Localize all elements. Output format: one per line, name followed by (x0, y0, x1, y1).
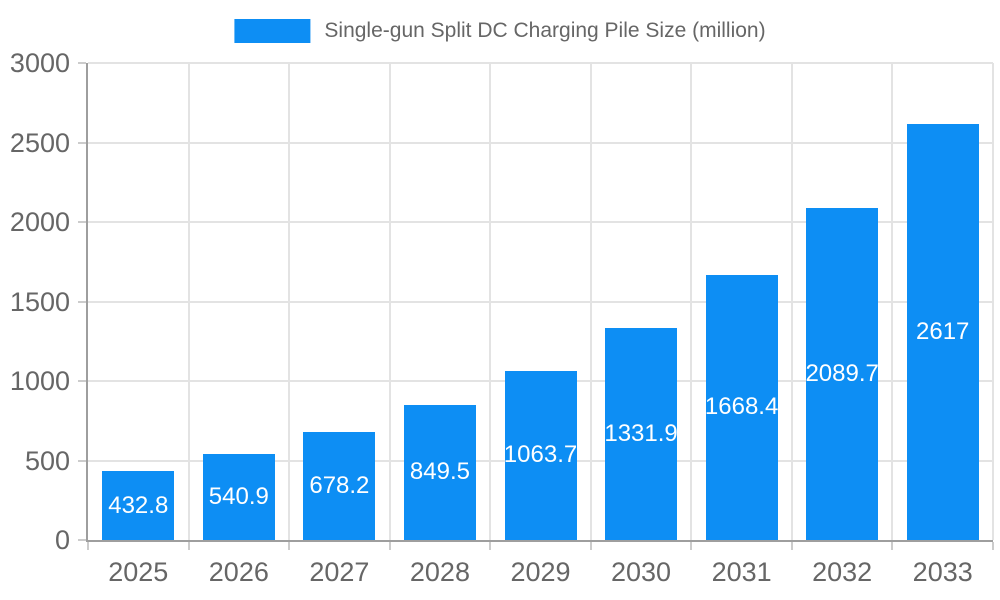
x-tick-label-2032: 2032 (812, 557, 873, 587)
gridline-x-boundary (388, 63, 391, 540)
x-tick-mark (187, 542, 190, 550)
x-tick-label-2028: 2028 (409, 557, 470, 587)
bar-2025: 432.8 (102, 471, 175, 540)
bar-value-label-2032: 2089.7 (805, 359, 879, 387)
gridline-x-boundary (489, 63, 492, 540)
x-tick-label-2033: 2033 (912, 557, 973, 587)
bar-value-label-2026: 540.9 (208, 483, 269, 510)
gridline-x-boundary (589, 63, 592, 540)
y-tick-mark (78, 62, 86, 64)
bar-2026: 540.9 (202, 454, 275, 540)
legend-item[interactable]: Single-gun Split DC Charging Pile Size (… (234, 19, 766, 43)
gridline-x-boundary (288, 63, 291, 540)
x-tick-label-2025: 2025 (108, 557, 169, 587)
x-tick-mark (891, 542, 894, 550)
x-tick-mark (288, 542, 291, 550)
bar-2031: 1668.4 (704, 274, 779, 540)
x-tick-label-2031: 2031 (711, 557, 772, 587)
gridline-x-boundary (992, 63, 994, 540)
bar-value-label-2031: 1668.4 (704, 393, 779, 421)
gridline-x-boundary (187, 63, 190, 540)
gridline-y-2500 (88, 141, 993, 144)
legend-label: Single-gun Split DC Charging Pile Size (… (324, 19, 766, 42)
y-tick-mark (78, 459, 86, 462)
gridline-y-2000 (88, 221, 993, 223)
y-tick-mark (78, 539, 86, 541)
x-tick-label-2030: 2030 (611, 557, 672, 587)
x-tick-mark (388, 542, 391, 550)
gridline-y-3000 (88, 62, 993, 64)
x-tick-mark (992, 542, 994, 550)
bar-value-label-2028: 849.5 (409, 458, 470, 486)
y-tick-label-3000: 3000 (9, 48, 70, 78)
bar-2027: 678.2 (303, 432, 376, 540)
x-tick-mark (589, 542, 592, 550)
y-tick-mark (78, 380, 86, 382)
gridline-x-boundary (690, 63, 693, 540)
bar-value-label-2025: 432.8 (108, 491, 169, 519)
legend-swatch (234, 19, 311, 43)
y-tick-mark (78, 221, 86, 223)
y-tick-label-2000: 2000 (9, 207, 70, 237)
x-tick-label-2029: 2029 (510, 557, 571, 587)
x-tick-label-2027: 2027 (309, 557, 370, 587)
x-tick-mark (87, 542, 89, 550)
bar-2032: 2089.7 (805, 207, 879, 540)
gridline-x-boundary (891, 63, 894, 540)
bar-value-label-2027: 678.2 (309, 472, 370, 500)
gridline-x-boundary (790, 63, 793, 540)
bar-2033: 2617 (906, 123, 979, 540)
x-tick-mark (489, 542, 492, 550)
bar-value-label-2030: 1331.9 (604, 420, 678, 448)
x-tick-mark (690, 542, 693, 550)
x-tick-mark (790, 542, 793, 550)
y-tick-mark (78, 141, 86, 144)
bar-2028: 849.5 (403, 404, 476, 540)
bar-value-label-2029: 1063.7 (503, 441, 578, 469)
bar-2029: 1063.7 (503, 370, 578, 540)
y-tick-label-1500: 1500 (9, 286, 70, 317)
plot-area: 432.8 540.9 678.2 849.5 1063.7 1331.9 1668.4 20… (78, 62, 994, 550)
y-tick-label-1000: 1000 (9, 366, 70, 396)
x-tick-label-2026: 2026 (208, 557, 269, 587)
y-tick-label-0: 0 (54, 525, 70, 555)
bar-2030: 1331.9 (604, 328, 678, 540)
y-tick-label-2500: 2500 (9, 127, 70, 158)
gridline-y-1500 (88, 300, 993, 303)
y-tick-label-500: 500 (24, 445, 70, 476)
y-tick-mark (78, 300, 86, 303)
bar-value-label-2033: 2617 (916, 317, 970, 345)
